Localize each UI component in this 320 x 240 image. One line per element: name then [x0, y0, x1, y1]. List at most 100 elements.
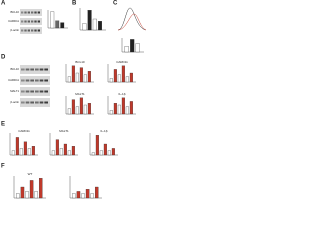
blot-band	[34, 20, 37, 23]
plot-title: MALT1	[59, 129, 69, 133]
blot-band	[44, 101, 48, 104]
bar	[79, 97, 83, 115]
blot-band	[44, 68, 48, 71]
blot-band	[21, 29, 24, 32]
panel-letter: D	[1, 55, 6, 61]
bar	[113, 103, 117, 115]
bar	[72, 193, 76, 199]
plot-title: IL-1β	[119, 92, 126, 96]
bar	[20, 186, 25, 199]
bar	[129, 101, 133, 115]
bar	[125, 76, 129, 83]
bar	[50, 11, 55, 29]
blot-label: MALT1	[10, 89, 19, 93]
bar	[87, 103, 91, 115]
bar	[82, 23, 87, 31]
blot-label: CARD11	[8, 19, 19, 23]
plot-title: BCL10	[75, 60, 85, 64]
blot-band	[24, 29, 27, 32]
panel-letter: C	[113, 1, 118, 7]
bar	[99, 150, 103, 156]
blot-label: β-actin	[11, 28, 20, 32]
blot-band	[25, 101, 30, 104]
bar	[19, 148, 23, 156]
blot-band	[30, 79, 34, 82]
bar	[38, 178, 43, 199]
bar	[67, 76, 71, 83]
bar	[27, 148, 31, 156]
bar	[130, 39, 135, 53]
blot-band	[35, 79, 39, 82]
blot-band	[44, 79, 48, 82]
plot-title: WT	[28, 172, 33, 176]
blot-band	[21, 90, 25, 93]
blot-band	[31, 11, 34, 14]
bar	[95, 135, 99, 156]
figure-canvas: A B C D E F BCL10 CARD11 β-actin BCL10 CARD11 MALT1…	[1, 1, 147, 199]
blot-band	[24, 11, 27, 14]
blot-band	[21, 68, 25, 71]
bar	[98, 21, 102, 31]
blot-band	[35, 68, 39, 71]
blot-band	[25, 79, 30, 82]
bar	[75, 72, 79, 83]
histogram	[117, 13, 147, 31]
bar	[79, 67, 83, 83]
bar	[121, 97, 125, 115]
bar	[87, 71, 91, 83]
bar	[23, 141, 27, 156]
blot-band	[21, 11, 24, 14]
blot-band	[31, 20, 34, 23]
bar	[11, 150, 15, 156]
bar	[111, 148, 115, 156]
bar	[16, 193, 20, 199]
bar	[94, 186, 99, 199]
bar	[15, 137, 19, 156]
blot-band	[27, 11, 30, 14]
bar	[109, 110, 113, 115]
bar	[71, 146, 75, 156]
blot-band	[34, 29, 37, 32]
bar	[117, 74, 121, 83]
bar	[76, 191, 81, 199]
panel-letter: A	[1, 1, 6, 7]
bar	[60, 22, 65, 29]
blot-band	[37, 11, 40, 14]
bar	[113, 69, 117, 83]
bar	[81, 193, 85, 199]
blot-band	[39, 101, 44, 104]
blot-band	[21, 101, 25, 104]
bar	[71, 99, 75, 115]
blot-band	[44, 90, 48, 93]
blot-label: β-actin	[11, 100, 20, 104]
bar	[103, 143, 107, 156]
bar	[107, 150, 111, 156]
blot-band	[30, 68, 34, 71]
bar	[67, 108, 71, 115]
bar	[71, 65, 75, 83]
blot-band	[24, 20, 27, 23]
blot-band	[25, 90, 30, 93]
plot-title: IL-1β	[101, 129, 108, 133]
bar	[31, 146, 35, 156]
bar	[55, 139, 59, 156]
panel-letter: E	[1, 122, 5, 128]
histogram	[117, 7, 147, 31]
blot-band	[35, 90, 39, 93]
bar	[34, 191, 38, 199]
blot-band	[30, 101, 34, 104]
plot-title: CARD11	[18, 129, 30, 133]
bar	[135, 43, 140, 53]
blot-band	[27, 20, 30, 23]
bar	[83, 74, 87, 83]
bar	[90, 193, 94, 199]
blot-band	[21, 20, 24, 23]
bar	[117, 104, 121, 115]
bar	[87, 10, 92, 31]
bar	[75, 106, 79, 115]
bar	[25, 191, 29, 199]
bar	[91, 152, 95, 156]
bar	[124, 46, 129, 53]
blot-band	[39, 68, 44, 71]
blot-band	[34, 11, 37, 14]
